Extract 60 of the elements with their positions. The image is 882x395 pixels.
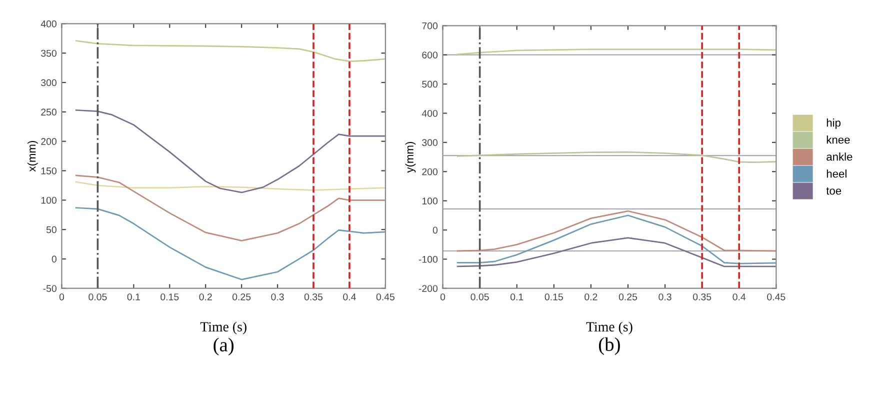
legend-label: ankle bbox=[826, 152, 852, 161]
y-tick-label: 300 bbox=[41, 79, 56, 86]
y-tick-label: 400 bbox=[422, 110, 438, 117]
y-tick-label: 100 bbox=[41, 196, 56, 204]
legend-label: knee bbox=[826, 136, 850, 144]
y-tick-label: 300 bbox=[422, 139, 438, 146]
x-tick-label: 0.4 bbox=[343, 293, 356, 300]
x-tick-label: 0.1 bbox=[510, 293, 524, 300]
line-series bbox=[75, 207, 386, 280]
x-tick-label: 0.2 bbox=[199, 293, 212, 300]
text: (b) bbox=[598, 337, 620, 355]
y-tick-label: 600 bbox=[422, 52, 438, 58]
legend-label: hip bbox=[826, 118, 841, 129]
y-tick-label: 50 bbox=[46, 226, 56, 234]
x-tick-label: 0.15 bbox=[544, 293, 563, 300]
y-tick-label: 500 bbox=[422, 80, 438, 88]
x-tick-label: 0.2 bbox=[584, 293, 598, 300]
x-tick-label: 0.45 bbox=[767, 293, 786, 300]
y-tick-label: 0 bbox=[52, 256, 56, 263]
text: (a) bbox=[214, 338, 234, 356]
line-series bbox=[456, 237, 776, 268]
y-axis-title: y(mm) bbox=[405, 142, 416, 173]
line-series bbox=[456, 210, 776, 252]
x-tick-label: 0.1 bbox=[127, 293, 140, 300]
x-tick-label: 0.25 bbox=[232, 293, 251, 300]
x-tick-label: 0.4 bbox=[732, 293, 746, 300]
x-tick-label: 0.15 bbox=[160, 293, 179, 300]
x-tick-label: 0.3 bbox=[271, 293, 284, 300]
x-tick-label: 0.3 bbox=[658, 293, 672, 300]
y-tick-label: 400 bbox=[40, 20, 56, 28]
x-tick-label: 0.45 bbox=[376, 293, 394, 300]
line-series bbox=[75, 174, 386, 242]
x-tick-label: 0 bbox=[59, 293, 64, 300]
x-tick-label: 0.35 bbox=[304, 293, 323, 300]
y-tick-label: 200 bbox=[422, 168, 438, 176]
legend-label: heel bbox=[826, 170, 846, 178]
x-axis-title: Time (s) bbox=[586, 322, 632, 334]
x-axis-title: Time (s) bbox=[200, 322, 246, 334]
y-tick-label: 200 bbox=[41, 138, 56, 145]
y-axis-title: x(mm) bbox=[28, 140, 38, 172]
x-tick-label: 0.25 bbox=[618, 293, 638, 300]
legend-label: toe bbox=[826, 187, 842, 195]
x-tick-label: 0.05 bbox=[470, 293, 489, 300]
y-tick-label: 100 bbox=[422, 198, 438, 204]
line-series bbox=[456, 214, 776, 264]
line-series bbox=[75, 181, 386, 191]
line-series bbox=[456, 151, 776, 163]
y-tick-label: 700 bbox=[422, 22, 438, 30]
y-tick-label: 150 bbox=[41, 167, 56, 174]
y-tick-label: -50 bbox=[43, 285, 56, 292]
y-tick-label: 0 bbox=[432, 226, 438, 234]
y-tick-label: 350 bbox=[41, 50, 56, 57]
x-tick-label: 0.05 bbox=[88, 293, 107, 300]
y-tick-label: -200 bbox=[418, 285, 438, 292]
x-tick-label: 0.35 bbox=[692, 293, 712, 300]
line-series bbox=[75, 40, 386, 62]
y-tick-label: -100 bbox=[418, 256, 438, 263]
y-tick-label: 250 bbox=[41, 108, 56, 116]
x-tick-label: 0 bbox=[440, 293, 446, 300]
line-series bbox=[75, 109, 386, 194]
